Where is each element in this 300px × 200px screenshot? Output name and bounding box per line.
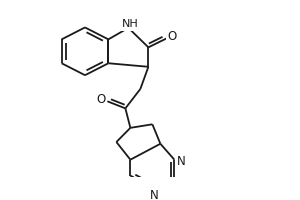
Text: O: O	[168, 30, 177, 43]
Text: N: N	[150, 189, 159, 200]
Text: N: N	[177, 155, 186, 168]
Text: O: O	[97, 93, 106, 106]
Text: NH: NH	[122, 19, 139, 29]
